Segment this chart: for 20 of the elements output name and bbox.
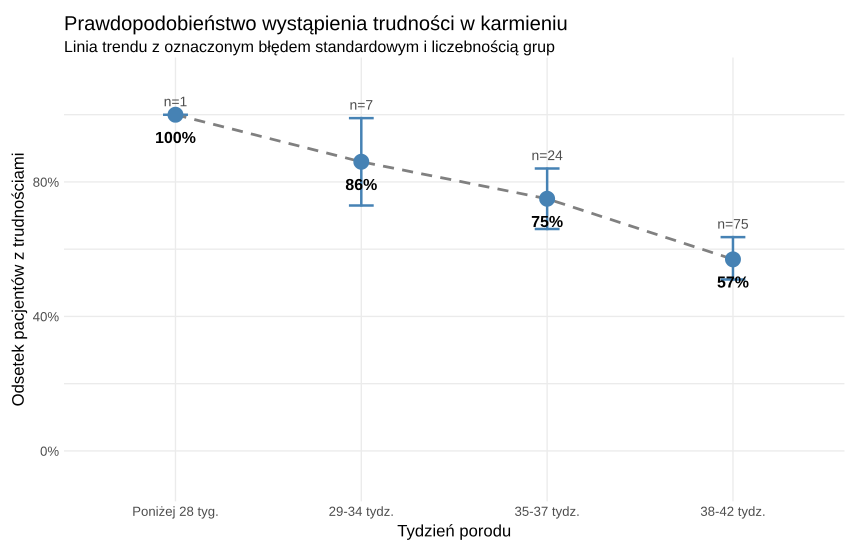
y-tick-label: 0% [40,446,59,456]
y-axis-title: Odsetek pacjentów z trudnościami [11,154,28,406]
x-axis-title: Tydzień porodu [398,524,510,540]
annotation: n=7 [350,100,372,110]
point [353,154,370,170]
y-tick-label: 40% [33,312,59,322]
x-tick-label: 35-37 tydz. [515,506,579,519]
point [724,251,741,268]
x-tick-label: 29-34 tydz. [329,506,393,519]
x-tick-label: 38-42 tydz. [700,506,764,519]
x-tick-label: Poniżej 28 tyg. [133,506,218,519]
point [539,190,556,207]
data-label: 100% [156,132,196,144]
chart-subtitle: Linia trendu z oznaczonym błędem standardowym i liczebnością grup [65,40,554,56]
y-tick-label: 80% [33,178,59,187]
point [167,106,184,123]
annotation: n=24 [532,150,562,160]
annotation: n=1 [164,96,187,106]
annotation: n=75 [718,219,748,229]
chart-title: Prawdopodobieństwo wystąpienia trudności w karmieniu [66,15,566,34]
